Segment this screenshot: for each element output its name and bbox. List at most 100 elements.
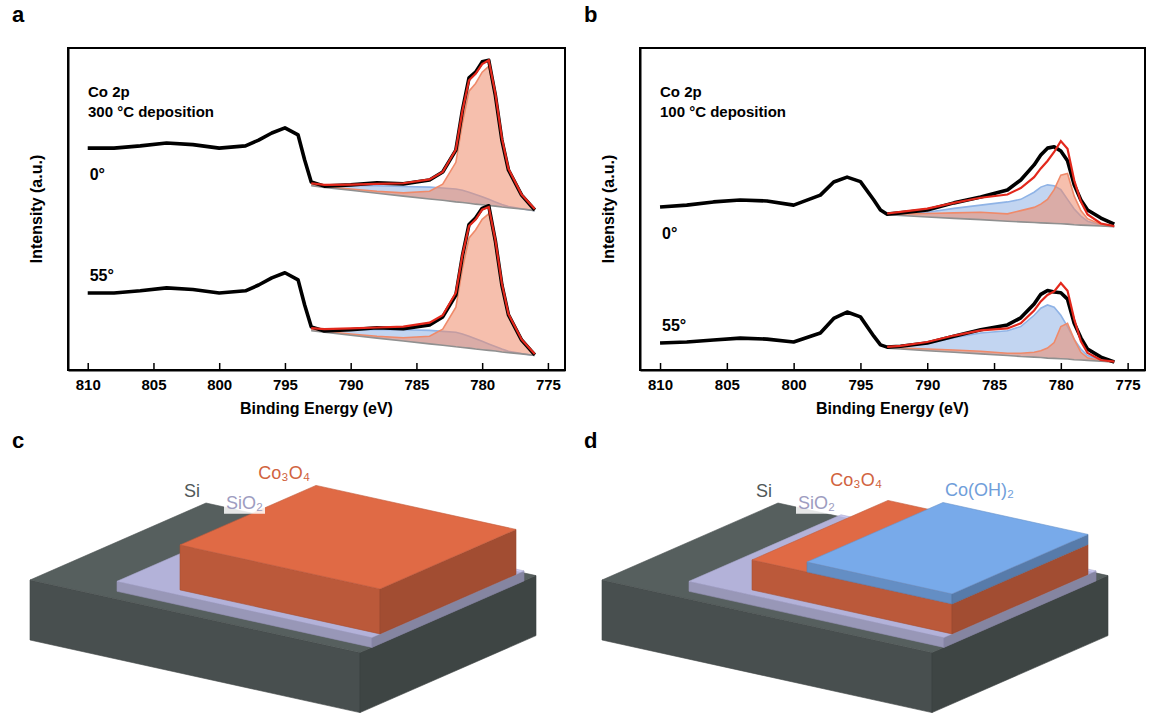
y-axis-title: Intensity (a.u.) — [600, 155, 617, 263]
x-tick-mark — [87, 363, 89, 370]
x-tick-label: 810 — [648, 376, 673, 393]
x-tick-label: 795 — [273, 376, 298, 393]
x-tick-label: 800 — [207, 376, 232, 393]
fit-envelope — [311, 60, 535, 209]
layer-top — [807, 503, 1088, 594]
diagram — [602, 500, 1108, 712]
layer-label: Co₃O₄ — [258, 463, 310, 483]
diagram-labels: SiSiO₂Co₃O₄Co(OH)₂ — [754, 469, 1016, 513]
x-tick-mark — [994, 363, 996, 370]
x-tick-mark — [1127, 363, 1129, 370]
layer-label: Si — [756, 481, 772, 501]
label-patch — [256, 462, 312, 484]
series-label: 55° — [662, 317, 686, 334]
x-tick: 775 — [536, 363, 561, 393]
x-tick-label: 810 — [76, 376, 101, 393]
panel-letter: d — [584, 428, 597, 453]
x-tick-mark — [727, 363, 729, 370]
background-line — [887, 215, 1114, 227]
x-tick-label: 780 — [1049, 376, 1074, 393]
x-tick-mark — [416, 363, 418, 370]
x-tick: 780 — [470, 363, 495, 393]
background-line — [311, 186, 535, 211]
x-axis-title: Binding Energy (eV) — [816, 400, 969, 417]
x-tick: 805 — [715, 363, 740, 393]
panel-letter: b — [584, 2, 597, 27]
plot-frame — [640, 48, 1145, 370]
y-axis-line — [640, 49, 642, 371]
fit-envelope — [311, 207, 535, 354]
x-tick: 790 — [915, 363, 940, 393]
chart-panel: 0°55°810805800795790785780775Binding Ene… — [28, 48, 566, 417]
x-tick-label: 775 — [1116, 376, 1141, 393]
panel-letter: c — [12, 428, 24, 453]
x-tick-mark — [1061, 363, 1063, 370]
x-tick-mark — [793, 363, 795, 370]
background-line — [311, 331, 535, 356]
x-tick-label: 785 — [404, 376, 429, 393]
x-tick-label: 780 — [470, 376, 495, 393]
x-tick-label: 785 — [982, 376, 1007, 393]
plot-frame — [68, 48, 565, 370]
x-tick-label: 805 — [715, 376, 740, 393]
annotation: Co 2p — [660, 83, 702, 100]
fit-envelope — [887, 141, 1114, 226]
x-axis: 810 805 800 795 790 785 780 775 — [69, 363, 566, 393]
x-tick-label: 790 — [339, 376, 364, 393]
x-tick: 795 — [273, 363, 298, 393]
x-tick: 800 — [782, 363, 807, 393]
x-tick-mark — [219, 363, 221, 370]
data-line — [88, 206, 535, 355]
x-tick: 795 — [848, 363, 873, 393]
x-tick: 810 — [648, 363, 673, 393]
x-axis-line — [641, 370, 1146, 372]
x-tick-mark — [927, 363, 929, 370]
x-tick-mark — [285, 363, 287, 370]
x-tick-mark — [860, 363, 862, 370]
annotation: 100 °C deposition — [660, 103, 786, 120]
x-tick-label: 795 — [848, 376, 873, 393]
y-axis-line — [68, 49, 70, 371]
data-line — [660, 290, 1114, 361]
panel-letter: a — [12, 2, 25, 27]
fit-envelope — [887, 283, 1114, 362]
annotation: 300 °C deposition — [88, 103, 214, 120]
x-tick: 775 — [1116, 363, 1141, 393]
y-axis — [68, 49, 69, 371]
label-patch — [796, 492, 837, 514]
x-tick-label: 805 — [141, 376, 166, 393]
background-line — [887, 348, 1114, 362]
x-tick: 785 — [982, 363, 1007, 393]
series-label: 0° — [90, 166, 105, 183]
plot-area — [660, 141, 1114, 362]
diagram — [30, 485, 536, 712]
x-tick-mark — [350, 363, 352, 370]
figure: 0° 55° 810 805 800 795 790 785 780 775 Binding Ene… — [0, 0, 1172, 726]
layer-label: Co₃O₄ — [830, 470, 882, 490]
x-tick-mark — [482, 363, 484, 370]
x-tick-mark — [660, 363, 662, 370]
x-tick: 810 — [76, 363, 101, 393]
label-patch — [828, 469, 884, 491]
series-label: 0° — [662, 225, 677, 242]
diagram-labels: SiSiO₂Co₃O₄ — [182, 462, 312, 513]
y-axis-title: Intensity (a.u.) — [28, 155, 45, 263]
x-tick: 805 — [141, 363, 166, 393]
x-tick-label: 800 — [782, 376, 807, 393]
label-patch — [182, 480, 202, 502]
label-patch — [754, 480, 774, 502]
layer-label: Co(OH)₂ — [945, 480, 1014, 500]
x-tick-label: 775 — [536, 376, 561, 393]
x-tick-mark — [548, 363, 550, 370]
x-tick-mark — [153, 363, 155, 370]
layer-top — [752, 500, 1088, 604]
y-axis — [640, 49, 641, 371]
x-tick: 790 — [339, 363, 364, 393]
x-tick: 780 — [1049, 363, 1074, 393]
layer-label: Si — [184, 481, 200, 501]
chart-panel: 0° 55° 810 805 800 795 790 785 780 775 Binding Ene… — [600, 48, 1146, 417]
plot-area — [88, 60, 535, 355]
x-axis-line — [69, 370, 566, 372]
layer-top — [180, 485, 516, 589]
annotation: Co 2p — [88, 83, 130, 100]
